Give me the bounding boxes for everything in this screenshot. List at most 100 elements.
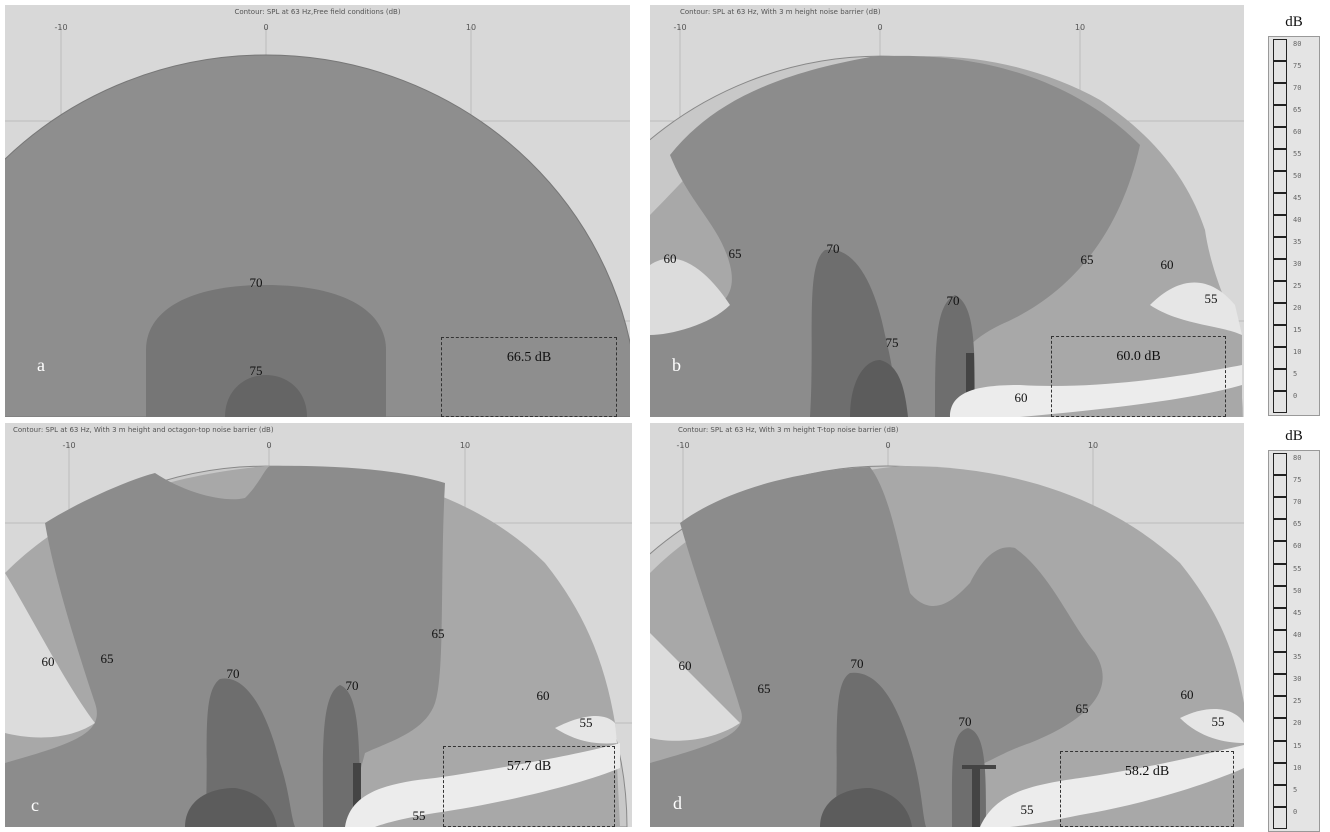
contour-region-75 — [185, 788, 277, 827]
axis-tick: 10 — [459, 441, 471, 450]
contour-label: 60 — [663, 251, 677, 266]
scale-tick-label: 30 — [1293, 260, 1302, 268]
axis-tick: 0 — [266, 441, 272, 450]
axis-tick: -10 — [676, 441, 690, 450]
contour-region-55-edge — [1180, 708, 1244, 743]
contour-label: 70 — [249, 275, 263, 290]
scale-tick-label: 0 — [1293, 392, 1298, 400]
scale-swatch — [1273, 369, 1287, 391]
scale-step: 35 — [1269, 237, 1319, 259]
panel-title: Contour: SPL at 63 Hz, With 3 m height n… — [680, 8, 881, 16]
contour-label: 60 — [1160, 257, 1174, 272]
contour-plot-c — [5, 445, 632, 827]
scale-bar: 80 75 70 65 60 55 50 45 40 35 30 25 20 15 10 5 0 — [1268, 450, 1320, 832]
contour-label: 70 — [826, 241, 840, 256]
result-box: 60.0 dB — [1051, 336, 1226, 417]
scale-swatch — [1273, 127, 1287, 149]
scale-step: 35 — [1269, 652, 1319, 675]
contour-label: 65 — [100, 651, 114, 666]
scale-tick-label: 45 — [1293, 608, 1302, 617]
contour-region-55-edge — [555, 716, 617, 744]
scale-tick-label: 75 — [1293, 62, 1302, 70]
scale-swatch — [1273, 259, 1287, 281]
axis-tick: 0 — [885, 441, 891, 450]
contour-label: 70 — [958, 714, 972, 729]
scale-step: 30 — [1269, 259, 1319, 281]
scale-step: 65 — [1269, 105, 1319, 127]
contour-label: 55 — [579, 715, 593, 730]
panel-letter: a — [37, 355, 45, 375]
scale-bar: 80 75 70 65 60 55 50 45 40 35 30 25 20 15 10 5 0 — [1268, 36, 1320, 416]
scale-unit-label: dB — [1285, 14, 1303, 30]
result-value: 58.2 dB — [1124, 764, 1170, 779]
result-box: 66.5 dB — [441, 337, 617, 417]
axis-tick: 10 — [1087, 441, 1099, 450]
scale-swatch — [1273, 83, 1287, 105]
scale-swatch — [1273, 475, 1287, 498]
contour-label: 55 — [1204, 291, 1218, 306]
scale-tick-label: 10 — [1293, 763, 1302, 772]
contour-region-75 — [225, 375, 307, 417]
contour-region-55-edge — [1150, 282, 1242, 335]
scale-tick-label: 5 — [1293, 785, 1298, 794]
result-box: 58.2 dB — [1060, 751, 1234, 827]
contour-region-55 — [345, 743, 620, 827]
axis-tick: -10 — [62, 441, 76, 450]
contour-label: 65 — [757, 681, 771, 696]
panel-letter: b — [672, 355, 681, 375]
contour-plot-b — [650, 27, 1244, 417]
result-value: 57.7 dB — [506, 759, 552, 774]
scale-step: 55 — [1269, 563, 1319, 586]
scale-tick-label: 80 — [1293, 40, 1302, 48]
contour-label: 70 — [946, 293, 960, 308]
barrier-t-top — [962, 765, 996, 769]
contour-label: 60 — [41, 654, 55, 669]
scale-tick-label: 50 — [1293, 586, 1302, 595]
scale-step: 0 — [1269, 391, 1319, 413]
scale-tick-label: 25 — [1293, 282, 1302, 290]
scale-tick-label: 15 — [1293, 741, 1302, 750]
scale-tick-label: 0 — [1293, 807, 1298, 816]
scale-step: 20 — [1269, 718, 1319, 741]
scale-swatch — [1273, 105, 1287, 127]
scale-swatch — [1273, 193, 1287, 215]
scale-step: 25 — [1269, 696, 1319, 719]
axis-tick: -10 — [673, 23, 687, 32]
contour-label: 55 — [412, 808, 426, 823]
contour-region-60-left — [5, 573, 95, 738]
scale-step: 75 — [1269, 61, 1319, 83]
scale-step: 80 — [1269, 453, 1319, 476]
scale-swatch — [1273, 347, 1287, 369]
color-scale-top: dB 80 75 70 65 60 55 50 45 40 35 30 25 20 15 10 5 0 — [1262, 14, 1326, 420]
scale-swatch — [1273, 740, 1287, 763]
scale-step: 50 — [1269, 585, 1319, 608]
noise-barrier — [972, 767, 980, 827]
contour-region-55 — [950, 365, 1242, 417]
scale-tick-label: 10 — [1293, 348, 1302, 356]
scale-tick-label: 25 — [1293, 697, 1302, 706]
scale-swatch — [1273, 585, 1287, 608]
scale-swatch — [1273, 237, 1287, 259]
scale-unit-label: dB — [1285, 428, 1303, 444]
scale-step: 45 — [1269, 607, 1319, 630]
contour-region-65 — [650, 55, 1140, 417]
scale-tick-label: 55 — [1293, 564, 1302, 573]
scale-step: 75 — [1269, 475, 1319, 498]
contour-panel-b: Contour: SPL at 63 Hz, With 3 m height n… — [650, 5, 1244, 417]
contour-panel-d: Contour: SPL at 63 Hz, With 3 m height T… — [650, 423, 1244, 827]
contour-plot-a — [5, 27, 630, 417]
contour-label: 70 — [345, 678, 359, 693]
contour-region-70 — [146, 285, 386, 417]
scale-tick-label: 45 — [1293, 194, 1302, 202]
scale-swatch — [1273, 762, 1287, 785]
scale-swatch — [1273, 149, 1287, 171]
scale-swatch — [1273, 652, 1287, 675]
scale-tick-label: 5 — [1293, 370, 1298, 378]
panel-letter: c — [31, 795, 39, 815]
scale-step: 30 — [1269, 674, 1319, 697]
contour-label: 55 — [1211, 714, 1225, 729]
scale-step: 60 — [1269, 541, 1319, 564]
contour-plot-d — [650, 445, 1244, 827]
axis-tick: 0 — [877, 23, 883, 32]
scale-tick-label: 65 — [1293, 520, 1302, 529]
